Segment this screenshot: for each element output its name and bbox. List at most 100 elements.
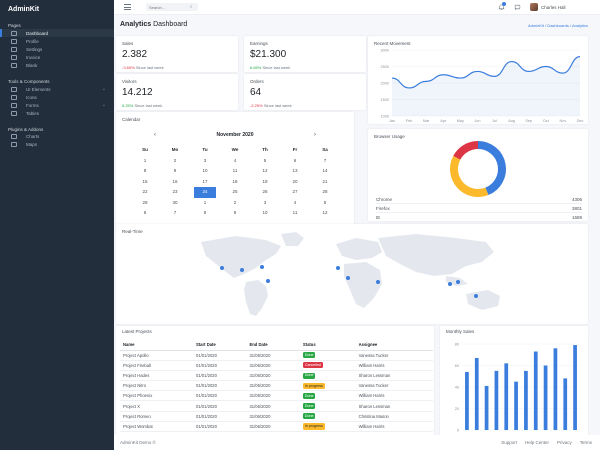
table-row[interactable]: Project Fireball 01/01/2020 31/06/2020 Canc… [120, 360, 433, 371]
footer-link-terms[interactable]: Terms [579, 440, 592, 445]
calendar-day-label: 9 [173, 168, 177, 173]
calendar-day[interactable]: 20 [280, 177, 310, 188]
calendar-day[interactable]: 25 [220, 187, 250, 198]
calendar-day[interactable]: 9 [160, 166, 190, 177]
table-row[interactable]: Project Phoenix 01/01/2020 31/06/2020 Done W… [120, 390, 433, 402]
calendar-day[interactable]: 30 [160, 198, 190, 209]
sidebar-item-icons[interactable]: Icons [0, 93, 114, 101]
movement-card: Recent Movement 1000 1500 2000 2500 3000 Jan F… [368, 36, 588, 124]
calendar-day[interactable]: 7 [310, 156, 340, 167]
x-tick-label: Oct [543, 119, 550, 123]
sidebar-item-maps[interactable]: Maps [0, 141, 114, 149]
brand-logo[interactable]: AdminKit [8, 6, 40, 13]
column-header-start-date[interactable]: Start Date [192, 340, 247, 351]
map-africa [344, 262, 382, 308]
calendar-day[interactable]: 15 [130, 177, 160, 188]
calendar-day[interactable]: 8 [130, 166, 160, 177]
calendar-day[interactable]: 19 [250, 177, 280, 188]
sidebar-item-charts[interactable]: Charts [0, 133, 114, 141]
calendar-day[interactable]: 18 [220, 177, 250, 188]
calendar-day[interactable]: 2 [220, 198, 250, 209]
sidebar-section-header: Tools & Components [8, 78, 50, 84]
world-map[interactable] [116, 224, 588, 324]
calendar-day[interactable]: 16 [160, 177, 190, 188]
calendar-day[interactable]: 4 [220, 156, 250, 167]
column-header-name[interactable]: Name [120, 340, 193, 351]
calendar-day[interactable]: 10 [250, 208, 280, 219]
calendar-day[interactable]: 1 [190, 198, 220, 209]
project-start: 01/01/2020 [192, 360, 247, 371]
search-icon[interactable]: ⌕ [190, 4, 193, 9]
table-row[interactable]: Project Hades 01/01/2020 31/06/2020 Done Sha… [120, 370, 433, 382]
calendar-day[interactable]: 10 [190, 166, 220, 177]
calendar-day-selected[interactable]: 24 [190, 187, 220, 198]
footer-link-privacy[interactable]: Privacy [556, 440, 572, 445]
search-input[interactable] [146, 3, 198, 11]
table-row[interactable]: Project Apollo 01/01/2020 31/06/2020 Done Va… [120, 350, 433, 361]
calendar-day[interactable]: 11 [280, 208, 310, 219]
calendar-day-label: 27 [292, 189, 298, 194]
calendar-day[interactable]: 26 [250, 187, 280, 198]
footer-link-help-center[interactable]: Help Center [524, 440, 549, 445]
avatar[interactable] [530, 2, 538, 11]
calendar-day[interactable]: 22 [130, 187, 160, 198]
calendar-day[interactable]: 27 [280, 187, 310, 198]
bar-dec [573, 345, 577, 430]
sidebar-item-label: Charts [26, 134, 40, 140]
sidebar-item-blank[interactable]: Blank [0, 62, 114, 70]
sidebar-item-profile[interactable]: Profile [0, 37, 114, 45]
breadcrumb[interactable]: AdminKit / Dashboards / Analytics [527, 23, 588, 28]
sidebar-item-settings[interactable]: Settings [0, 45, 114, 53]
calendar-day[interactable]: 3 [250, 198, 280, 209]
table-row[interactable]: Project Romeo 01/01/2020 31/06/2020 Done Chr… [120, 411, 433, 422]
calendar-day[interactable]: 28 [310, 187, 340, 198]
sidebar-item-forms[interactable]: Forms ⌄ [0, 101, 114, 109]
calendar-day[interactable]: 9 [220, 208, 250, 219]
calendar-day[interactable]: 5 [250, 156, 280, 167]
calendar-day[interactable]: 5 [310, 198, 340, 209]
menu-toggle-icon[interactable] [124, 4, 131, 10]
footer-link-support[interactable]: Support [501, 440, 517, 445]
calendar-week-row: 1 2 3 4 5 6 7 [130, 156, 340, 167]
calendar-next-button[interactable]: › [314, 132, 316, 138]
sidebar-item-tables[interactable]: Tables [0, 110, 114, 118]
calendar-day[interactable]: 8 [190, 208, 220, 219]
calendar-weekday-row: Su Mo Tu We Th Fr Sa [130, 145, 340, 156]
calendar-day[interactable]: 11 [220, 166, 250, 177]
calendar-day[interactable]: 29 [130, 198, 160, 209]
calendar-day[interactable]: 12 [310, 208, 340, 219]
table-row[interactable]: Project Wombat 01/01/2020 31/06/2020 In pro… [120, 421, 433, 433]
card-title: Real-Time [122, 229, 143, 234]
project-status-cell: Cancelled [299, 360, 356, 371]
calendar-day[interactable]: 4 [280, 198, 310, 209]
column-header-status[interactable]: Status [299, 340, 356, 351]
project-name: Project X [120, 400, 193, 412]
sidebar-item-ui-elements[interactable]: UI Elements ⌄ [0, 85, 114, 93]
user-name[interactable]: Charles Hall [541, 4, 566, 10]
calendar-day[interactable]: 2 [160, 156, 190, 167]
column-header-end-date[interactable]: End Date [246, 340, 300, 351]
x-tick-label: Dec [577, 119, 584, 123]
calendar-day[interactable]: 14 [310, 166, 340, 177]
project-end: 31/06/2020 [246, 390, 300, 402]
bar-sep [543, 365, 548, 430]
calendar-day[interactable]: 3 [190, 156, 220, 167]
calendar-day[interactable]: 12 [250, 166, 280, 177]
calendar-prev-button[interactable]: ‹ [154, 132, 156, 138]
calendar-day[interactable]: 7 [160, 208, 190, 219]
table-row[interactable]: Project X 01/01/2020 31/06/2020 Done Sharon … [120, 400, 433, 412]
sidebar-item-dashboard[interactable]: Dashboard [0, 29, 114, 38]
calendar-day[interactable]: 17 [190, 177, 220, 188]
calendar-day-label: 10 [262, 210, 268, 215]
message-icon[interactable] [514, 4, 521, 10]
sidebar-item-invoice[interactable]: Invoice [0, 54, 114, 62]
calendar-day[interactable]: 6 [130, 208, 160, 219]
calendar-day[interactable]: 1 [130, 156, 160, 167]
calendar-day[interactable]: 6 [280, 156, 310, 167]
calendar-day[interactable]: 21 [310, 177, 340, 188]
table-row[interactable]: Project Nitro 01/01/2020 31/06/2020 In prog… [120, 380, 433, 392]
calendar-day[interactable]: 13 [280, 166, 310, 177]
stat-delta-note: Since last week [263, 103, 292, 108]
column-header-assignee[interactable]: Assignee [355, 340, 433, 351]
calendar-day[interactable]: 23 [160, 187, 190, 198]
